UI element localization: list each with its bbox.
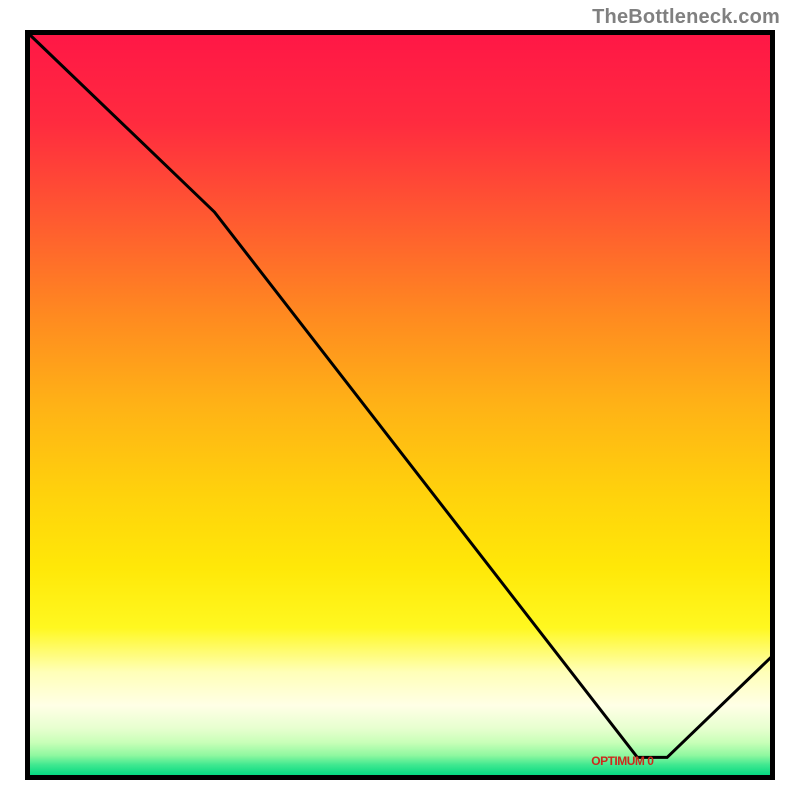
optimum-marker-label: OPTIMUM 0 (591, 754, 653, 768)
plot-svg (25, 30, 775, 780)
gradient-background (29, 34, 771, 776)
watermark-text: TheBottleneck.com (592, 6, 780, 29)
plot-area: OPTIMUM 0 (25, 30, 775, 780)
chart-frame: TheBottleneck.com OPTIMUM 0 (0, 0, 800, 800)
